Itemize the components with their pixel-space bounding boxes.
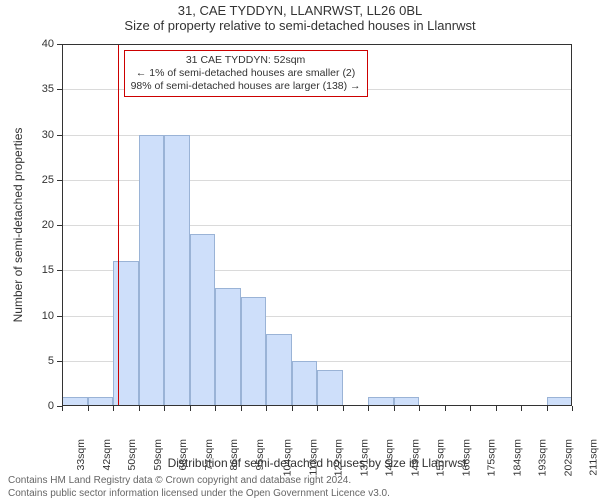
x-tick-mark xyxy=(241,406,242,411)
y-tick-mark xyxy=(57,135,62,136)
attribution-line2: Contains public sector information licen… xyxy=(8,488,390,500)
x-tick-mark xyxy=(496,406,497,411)
x-tick-mark xyxy=(292,406,293,411)
x-tick-mark xyxy=(547,406,548,411)
x-tick-mark xyxy=(113,406,114,411)
y-tick-mark xyxy=(57,361,62,362)
attribution-line1: Contains HM Land Registry data © Crown c… xyxy=(8,475,390,488)
chart-container: 31, CAE TYDDYN, LLANRWST, LL26 0BL Size … xyxy=(0,4,600,500)
plot-border xyxy=(62,44,572,406)
x-tick-mark xyxy=(343,406,344,411)
x-tick-mark xyxy=(419,406,420,411)
y-tick-label: 40 xyxy=(34,38,54,50)
x-tick-label: 193sqm xyxy=(537,439,549,476)
y-axis-label: Number of semi-detached properties xyxy=(11,128,25,323)
x-tick-mark xyxy=(368,406,369,411)
x-tick-mark xyxy=(521,406,522,411)
x-tick-label: 211sqm xyxy=(587,439,599,476)
y-tick-mark xyxy=(57,89,62,90)
y-tick-label: 5 xyxy=(34,355,54,367)
page-title: 31, CAE TYDDYN, LLANRWST, LL26 0BL xyxy=(0,4,600,19)
chart-subtitle: Size of property relative to semi-detach… xyxy=(0,19,600,34)
y-tick-label: 25 xyxy=(34,174,54,186)
y-tick-label: 15 xyxy=(34,264,54,276)
x-tick-label: 175sqm xyxy=(486,439,498,476)
x-tick-mark xyxy=(394,406,395,411)
x-tick-mark xyxy=(317,406,318,411)
x-tick-mark xyxy=(88,406,89,411)
y-tick-label: 10 xyxy=(34,310,54,322)
x-tick-label: 33sqm xyxy=(75,439,87,471)
y-tick-mark xyxy=(57,44,62,45)
x-tick-mark xyxy=(62,406,63,411)
x-axis-label: Distribution of semi-detached houses by … xyxy=(168,456,467,470)
y-tick-mark xyxy=(57,225,62,226)
x-tick-label: 50sqm xyxy=(126,439,138,471)
x-tick-mark xyxy=(139,406,140,411)
x-tick-label: 184sqm xyxy=(511,439,523,476)
x-tick-mark xyxy=(266,406,267,411)
x-tick-mark xyxy=(572,406,573,411)
y-tick-label: 30 xyxy=(34,129,54,141)
x-tick-mark xyxy=(164,406,165,411)
x-tick-mark xyxy=(470,406,471,411)
y-tick-mark xyxy=(57,180,62,181)
x-tick-mark xyxy=(445,406,446,411)
x-tick-label: 202sqm xyxy=(562,439,574,476)
y-tick-label: 20 xyxy=(34,219,54,231)
x-tick-label: 42sqm xyxy=(100,439,112,471)
x-tick-mark xyxy=(190,406,191,411)
y-tick-label: 35 xyxy=(34,83,54,95)
y-tick-label: 0 xyxy=(34,400,54,412)
x-tick-mark xyxy=(215,406,216,411)
x-tick-label: 59sqm xyxy=(151,439,163,471)
attribution-text: Contains HM Land Registry data © Crown c… xyxy=(8,475,390,500)
y-tick-mark xyxy=(57,316,62,317)
plot-area: 31 CAE TYDDYN: 52sqm ← 1% of semi-detach… xyxy=(62,44,572,406)
y-tick-mark xyxy=(57,270,62,271)
